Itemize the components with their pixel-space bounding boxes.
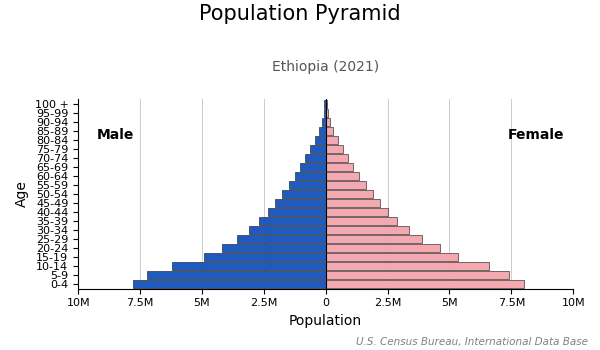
Text: Female: Female xyxy=(508,128,565,142)
Bar xyxy=(326,145,343,153)
Bar xyxy=(249,226,326,234)
Bar xyxy=(326,181,366,189)
Bar xyxy=(326,127,334,135)
Bar xyxy=(326,163,353,171)
Bar xyxy=(289,181,326,189)
Bar xyxy=(326,262,489,270)
Bar xyxy=(295,172,326,180)
Bar xyxy=(148,271,326,279)
Bar xyxy=(326,100,327,107)
Bar xyxy=(222,244,326,252)
Bar xyxy=(326,109,328,117)
Bar xyxy=(172,262,326,270)
Text: U.S. Census Bureau, International Data Base: U.S. Census Bureau, International Data B… xyxy=(356,336,588,346)
Bar xyxy=(283,190,326,198)
Bar xyxy=(326,235,422,243)
Bar xyxy=(326,118,330,126)
Bar xyxy=(205,253,326,261)
Bar xyxy=(326,154,348,162)
Y-axis label: Age: Age xyxy=(15,181,29,208)
X-axis label: Population: Population xyxy=(289,314,362,328)
Bar xyxy=(299,163,326,171)
Bar xyxy=(326,226,409,234)
Bar xyxy=(268,208,326,216)
Bar xyxy=(326,208,388,216)
Bar xyxy=(319,127,326,135)
Bar xyxy=(236,235,326,243)
Text: Male: Male xyxy=(97,128,134,142)
Bar xyxy=(326,136,338,144)
Bar xyxy=(326,253,458,261)
Bar xyxy=(325,100,326,107)
Bar xyxy=(133,280,326,288)
Bar xyxy=(326,217,397,225)
Bar xyxy=(314,136,326,144)
Bar xyxy=(322,118,326,126)
Bar xyxy=(326,190,373,198)
Bar xyxy=(326,280,524,288)
Text: Population Pyramid: Population Pyramid xyxy=(199,4,401,23)
Bar xyxy=(326,199,380,207)
Bar xyxy=(305,154,326,162)
Bar xyxy=(275,199,326,207)
Bar xyxy=(326,244,440,252)
Title: Ethiopia (2021): Ethiopia (2021) xyxy=(272,61,379,75)
Bar xyxy=(326,271,509,279)
Bar xyxy=(310,145,326,153)
Bar xyxy=(259,217,326,225)
Bar xyxy=(323,109,326,117)
Bar xyxy=(326,172,359,180)
